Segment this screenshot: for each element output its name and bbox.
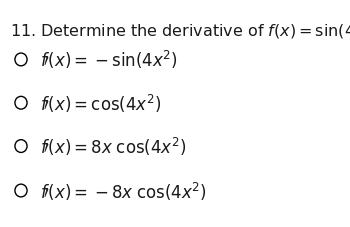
Text: 11. Determine the derivative of $f(x) = \sin(4x^2)$: 11. Determine the derivative of $f(x) = … [10,20,350,41]
Text: $f\!\prime(x) = -8x\; \cos(4x^2)$: $f\!\prime(x) = -8x\; \cos(4x^2)$ [40,180,207,202]
Text: $f\!\prime(x) = \cos(4x^2)$: $f\!\prime(x) = \cos(4x^2)$ [40,92,162,114]
Text: $f\!\prime(x) = 8x\; \cos(4x^2)$: $f\!\prime(x) = 8x\; \cos(4x^2)$ [40,136,187,157]
Text: $f\!\prime(x) = -\sin(4x^2)$: $f\!\prime(x) = -\sin(4x^2)$ [40,49,178,71]
